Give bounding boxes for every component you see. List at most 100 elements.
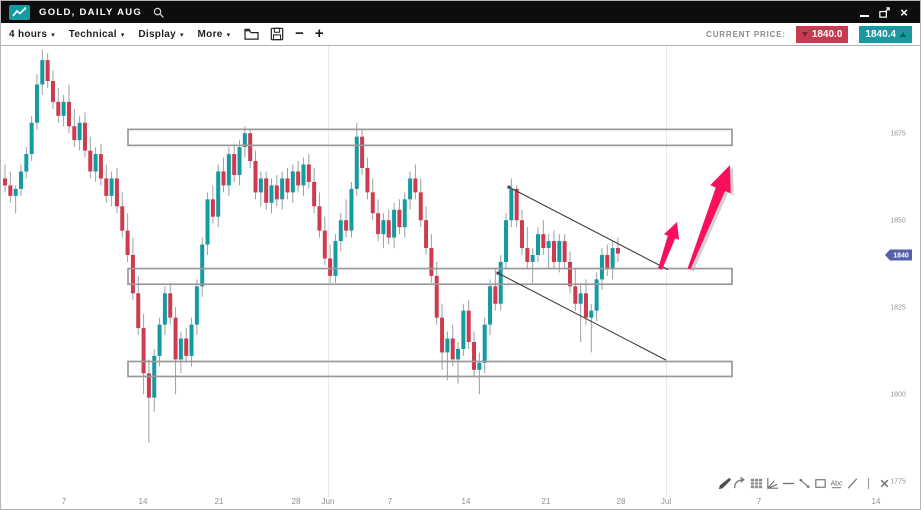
candle-body (509, 188, 514, 221)
line-tool-icon[interactable] (845, 475, 860, 491)
candle-body (194, 286, 199, 325)
candle-body (77, 122, 82, 141)
breakout-arrow-small[interactable] (658, 222, 680, 270)
candle-body (456, 348, 461, 360)
candle-body (349, 188, 354, 231)
y-axis-label: 1775 (890, 479, 906, 486)
zoom-out-button[interactable]: − (295, 25, 304, 42)
current-price-label: CURRENT PRICE: (706, 29, 786, 39)
candle-body (168, 293, 173, 318)
candle-body (200, 244, 205, 287)
candle-body (615, 248, 620, 254)
candle-body (381, 220, 386, 235)
candle-body (360, 136, 365, 168)
candle-body (589, 310, 594, 318)
candle-body (610, 248, 615, 269)
candle-body (232, 154, 237, 175)
chevron-down-icon: ▾ (51, 31, 55, 39)
candle-body (301, 164, 306, 186)
technical-dropdown[interactable]: Technical ▾ (68, 28, 125, 40)
candle-body (365, 168, 370, 193)
resistance-zone[interactable] (127, 128, 733, 147)
candle-body (82, 122, 87, 151)
candle-body (482, 324, 487, 363)
save-icon[interactable] (270, 27, 284, 41)
candle-body (269, 185, 274, 203)
curve-arrow-tool-icon[interactable] (733, 475, 748, 491)
text-tool-icon[interactable]: Abc (829, 475, 844, 491)
candle-body (173, 317, 178, 360)
breakout-arrow-large[interactable] (687, 165, 731, 270)
candle-body (141, 328, 146, 374)
trend-chart-tool-icon[interactable] (765, 475, 780, 491)
candle-body (472, 342, 477, 370)
candle-body (386, 220, 391, 238)
pivot-zone[interactable] (127, 267, 733, 286)
candle-body (114, 178, 119, 207)
y-axis-label: 1825 (890, 305, 906, 312)
x-axis-label: 7 (62, 497, 67, 506)
channel-upper-handle[interactable] (507, 185, 511, 189)
candle-body (34, 84, 39, 123)
rectangle-tool-icon[interactable] (813, 475, 828, 491)
candle-body (237, 147, 242, 175)
candle-body (120, 206, 125, 231)
candle-body (520, 220, 525, 249)
candle-body (562, 241, 567, 262)
close-button[interactable]: × (900, 4, 908, 20)
candle-body (344, 220, 349, 231)
candle-body (109, 178, 114, 196)
candle-body (221, 171, 226, 186)
channel-upper[interactable] (508, 186, 669, 271)
horizontal-line-tool-icon[interactable] (781, 475, 796, 491)
app-logo-icon (9, 4, 30, 20)
candle-body (8, 185, 13, 196)
x-axis-label: 14 (139, 497, 148, 506)
drawing-toolbar: Abc (717, 475, 892, 491)
grid-tool-icon[interactable] (749, 475, 764, 491)
candle-body (392, 209, 397, 238)
candle-body (88, 150, 93, 172)
y-axis-label: 1800 (890, 392, 906, 399)
x-axis-label: 21 (215, 497, 224, 506)
channel-lower[interactable] (497, 272, 667, 361)
search-icon[interactable] (152, 6, 165, 19)
candle-body (376, 213, 381, 235)
ask-price-badge: 1840.4 (859, 25, 912, 43)
delete-tool-icon[interactable] (877, 475, 892, 491)
candle-body (408, 178, 413, 200)
x-axis-label: 21 (542, 497, 551, 506)
candle-body (551, 241, 556, 262)
main-toolbar: 4 hours ▾ Technical ▾ Display ▾ More ▾ (1, 23, 920, 46)
candle-body (514, 188, 519, 221)
minimize-button[interactable] (857, 5, 871, 19)
titlebar: GOLD, DAILY AUG × (1, 1, 920, 23)
candle-body (322, 230, 327, 259)
candle-body (434, 275, 439, 318)
candle-body (413, 178, 418, 193)
candle-body (216, 171, 221, 217)
candle-body (525, 248, 530, 262)
candle-body (530, 255, 535, 262)
channel-lower-handle[interactable] (496, 271, 500, 275)
support-zone[interactable] (127, 360, 733, 378)
last-price-tag (885, 249, 912, 261)
more-dropdown[interactable]: More ▾ (197, 28, 231, 40)
timeframe-dropdown[interactable]: 4 hours ▾ (9, 28, 55, 40)
pointer-tool-icon[interactable] (717, 475, 732, 491)
restore-button[interactable] (877, 5, 891, 19)
display-dropdown[interactable]: Display ▾ (138, 28, 184, 40)
candle-body (125, 230, 130, 255)
candle-body (24, 154, 29, 172)
candle-body (285, 178, 290, 193)
candle-body (567, 261, 572, 287)
candle-body (402, 199, 407, 228)
svg-text:Abc: Abc (830, 480, 843, 487)
segment-tool-icon[interactable] (797, 475, 812, 491)
zoom-in-button[interactable]: + (314, 25, 324, 42)
candle-body (536, 234, 540, 255)
candle-body (429, 248, 434, 276)
open-folder-icon[interactable] (244, 28, 259, 41)
